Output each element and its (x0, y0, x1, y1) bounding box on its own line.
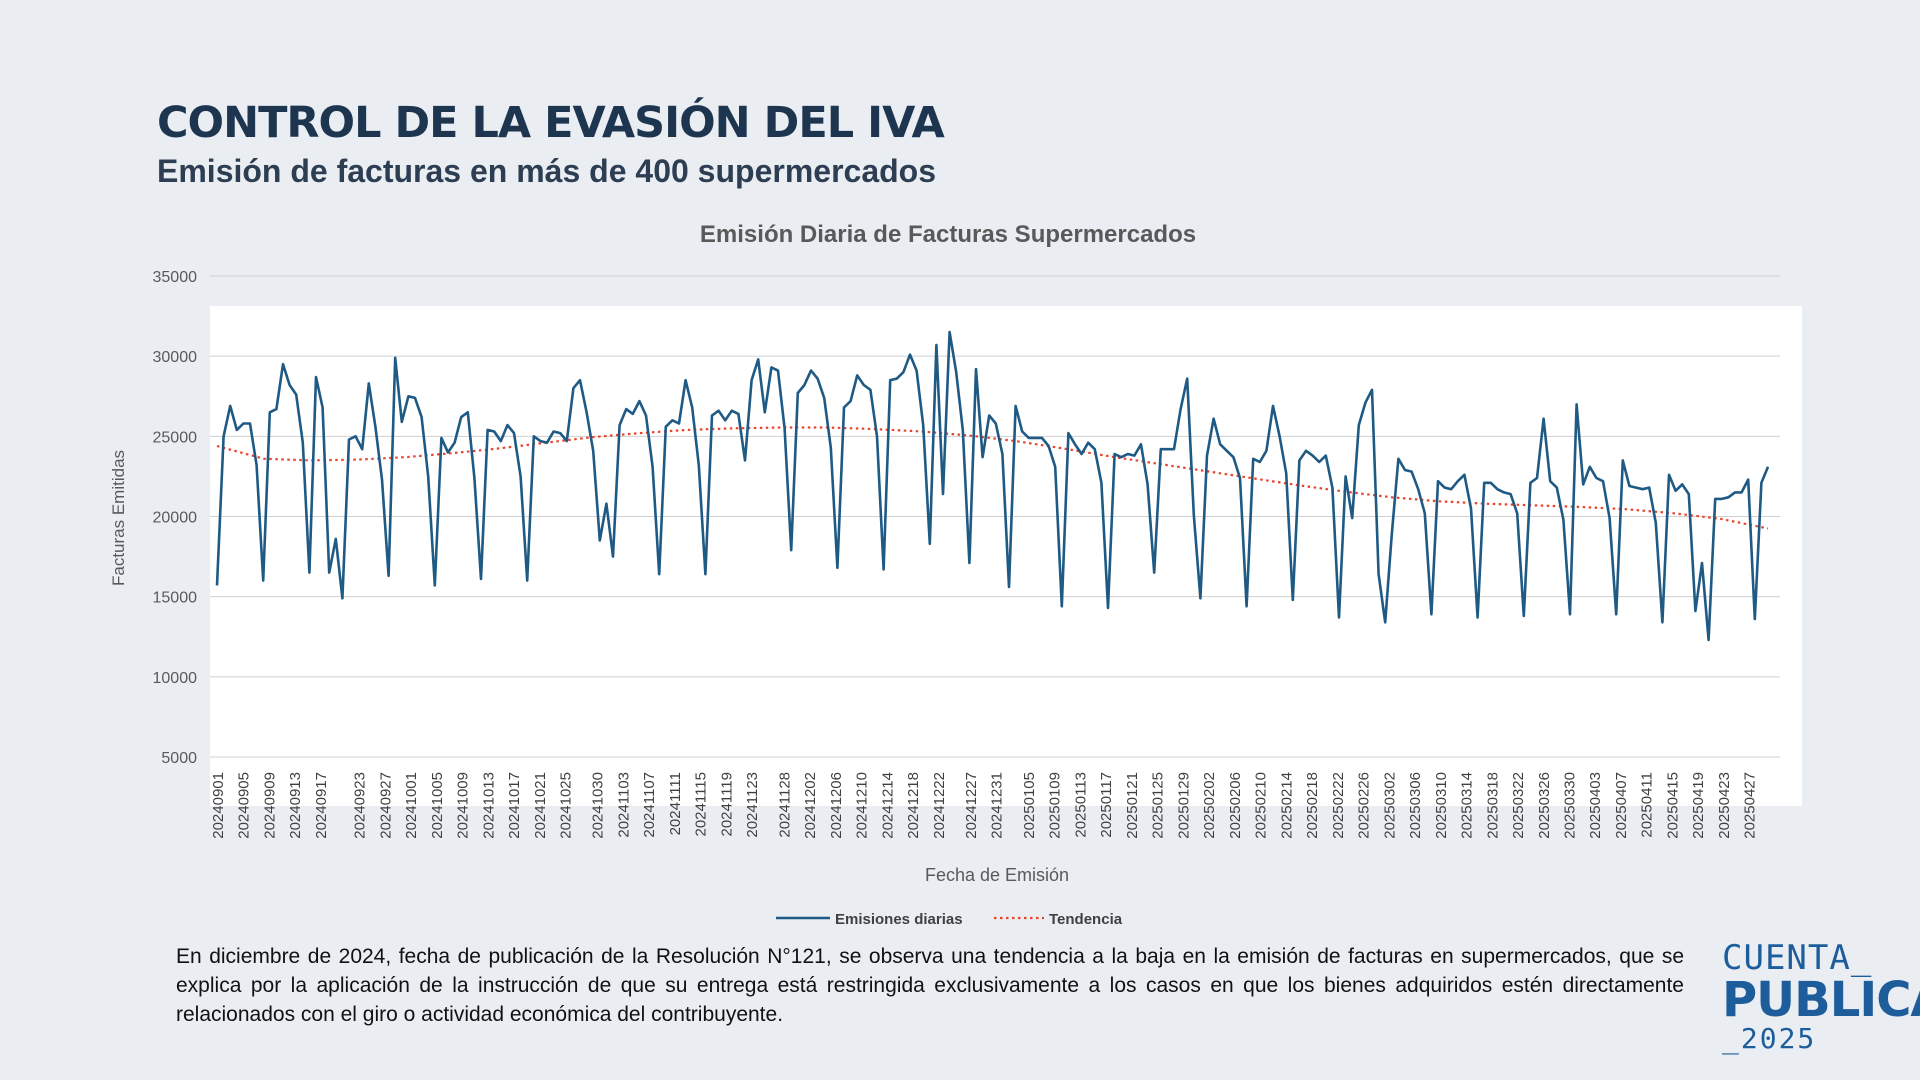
x-tick-label: 20241231 (989, 772, 1006, 839)
x-tick-label: 20250222 (1330, 772, 1347, 839)
line-chart: Emisión Diaria de Facturas Supermercados… (109, 221, 1802, 928)
x-tick-label: 20241107 (641, 772, 658, 838)
x-tick-label: 20250113 (1072, 772, 1089, 838)
x-tick-label: 20250411 (1639, 772, 1656, 838)
page-title: CONTROL DE LA EVASIÓN DEL IVA (157, 98, 945, 148)
x-tick-label: 20241123 (744, 772, 761, 838)
x-tick-label: 20241202 (802, 772, 819, 839)
x-tick-label: 20241009 (455, 772, 472, 839)
x-tick-label: 20250121 (1124, 772, 1141, 839)
description-text: En diciembre de 2024, fecha de publicaci… (176, 945, 1684, 1026)
y-tick-label: 5000 (161, 750, 197, 767)
x-tick-label: 20241021 (532, 772, 549, 839)
x-tick-label: 20241115 (693, 772, 710, 837)
x-tick-label: 20250117 (1098, 772, 1115, 838)
x-tick-label: 20241119 (718, 772, 735, 837)
x-tick-label: 20241030 (590, 772, 607, 839)
x-tick-label: 20241128 (776, 772, 793, 838)
plot-area (210, 306, 1802, 806)
x-tick-label: 20250326 (1536, 772, 1553, 839)
y-tick-label: 25000 (153, 429, 198, 446)
legend: Emisiones diarias Tendencia (776, 911, 1123, 928)
x-tick-label: 20250306 (1407, 772, 1424, 839)
x-tick-label: 20241001 (403, 772, 420, 839)
legend-label-tendencia: Tendencia (1049, 911, 1123, 928)
logo-line-2: PUBLICA (1722, 972, 1920, 1028)
x-tick-label: 20250403 (1587, 772, 1604, 839)
x-tick-label: 20240913 (287, 772, 304, 839)
x-tick-label: 20241025 (558, 772, 575, 839)
x-tick-label: 20240927 (377, 772, 394, 839)
y-tick-label: 35000 (153, 269, 198, 286)
x-tick-label: 20250214 (1278, 772, 1295, 839)
logo-line-1: CUENTA_ (1722, 938, 1873, 978)
x-tick-label: 20250318 (1484, 772, 1501, 839)
x-tick-label: 20250322 (1510, 772, 1527, 839)
x-tick-label: 20250105 (1021, 772, 1038, 839)
x-tick-label: 20250423 (1716, 772, 1733, 839)
y-tick-label: 15000 (153, 590, 198, 607)
x-tick-label: 20250226 (1356, 772, 1373, 839)
y-tick-label: 10000 (153, 670, 198, 687)
x-tick-label: 20250407 (1613, 772, 1630, 839)
x-tick-label: 20241017 (506, 772, 523, 839)
x-tick-label: 20241111 (667, 772, 684, 835)
x-tick-label: 20241227 (963, 772, 980, 839)
x-tick-label: 20240917 (313, 772, 330, 839)
x-tick-label: 20240901 (210, 772, 227, 839)
chart-title: Emisión Diaria de Facturas Supermercados (700, 221, 1196, 248)
y-tick-label: 20000 (153, 510, 198, 527)
x-tick-label: 20250109 (1047, 772, 1064, 839)
x-tick-label: 20250310 (1433, 772, 1450, 839)
series-line-emisiones-diarias (215, 330, 1770, 642)
x-tick-label: 20241222 (931, 772, 948, 839)
cuenta-publica-logo: CUENTA_ PUBLICA _2025 (1722, 938, 1920, 1055)
x-tick-label: 20241005 (429, 772, 446, 839)
x-tick-label: 20241214 (879, 772, 896, 839)
x-tick-label: 20250415 (1664, 772, 1681, 839)
page-subtitle: Emisión de facturas en más de 400 superm… (157, 153, 936, 189)
x-tick-label: 20241103 (615, 772, 632, 838)
x-tick-label: 20250218 (1304, 772, 1321, 839)
y-axis-label: Facturas Emitidas (109, 450, 128, 586)
y-axis-ticks: 5000 10000 15000 20000 25000 30000 35000 (153, 269, 198, 767)
x-tick-label: 20241218 (905, 772, 922, 839)
x-tick-label: 20241206 (828, 772, 845, 839)
legend-label-emisiones: Emisiones diarias (835, 911, 963, 928)
x-tick-label: 20250125 (1150, 772, 1167, 839)
x-tick-label: 20240923 (352, 772, 369, 839)
x-tick-label: 20250427 (1742, 772, 1759, 839)
x-tick-label: 20250314 (1459, 772, 1476, 839)
x-tick-label: 20250210 (1253, 772, 1270, 839)
x-axis-label: Fecha de Emisión (925, 865, 1069, 885)
x-tick-label: 20240905 (236, 772, 253, 839)
x-tick-label: 20250302 (1381, 772, 1398, 839)
x-tick-label: 20250202 (1201, 772, 1218, 839)
x-tick-label: 20250330 (1561, 772, 1578, 839)
x-tick-label: 20250129 (1175, 772, 1192, 839)
x-tick-label: 20241210 (854, 772, 871, 839)
y-tick-label: 30000 (153, 349, 198, 366)
x-tick-label: 20250419 (1690, 772, 1707, 839)
x-tick-label: 20241013 (480, 772, 497, 839)
x-tick-label: 20250206 (1227, 772, 1244, 839)
x-axis-ticks: 20240901 20240905 20240909 20240913 20240917… (210, 772, 1759, 839)
logo-line-3: _2025 (1722, 1022, 1817, 1055)
x-tick-label: 20240909 (261, 772, 278, 839)
